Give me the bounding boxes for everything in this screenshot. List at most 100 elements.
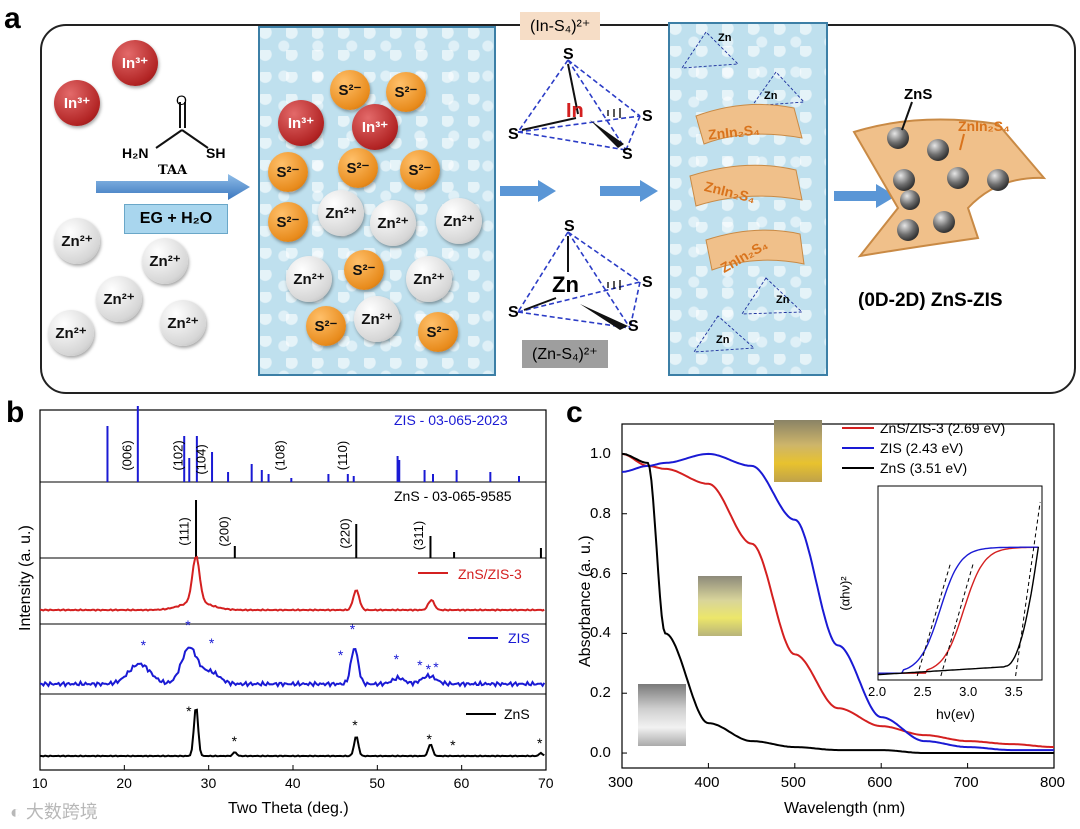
zn-ion: Zn²⁺ — [286, 256, 332, 302]
abs-ytick-label: 0.6 — [590, 564, 611, 582]
panel-b-label: b — [6, 396, 25, 429]
zis-peak-marker: * — [209, 635, 215, 651]
xrd-xtick-label: 20 — [116, 775, 132, 791]
xrd-xtick-label: 40 — [285, 775, 301, 791]
zis-peak-marker: * — [394, 651, 400, 667]
s-atom: S — [622, 146, 633, 163]
zis-peak-marker: * — [141, 637, 147, 653]
znin2s4-label: ZnIn₂S₄ — [958, 118, 1010, 134]
in-complex-title: (In-S₄)²⁺ — [520, 12, 601, 40]
zns-hkl-label: (111) — [176, 517, 192, 546]
taa-oxygen: O — [176, 92, 187, 108]
abs-legend-entry: ZnS (3.51 eV) — [880, 460, 968, 476]
abs-xtick-label: 300 — [608, 774, 634, 791]
vial-photo-zns — [638, 684, 686, 746]
xrd-chart: ***** * * * ***** * * — [39, 406, 547, 771]
inset-frame — [877, 485, 1043, 681]
zn-ion: Zn²⁺ — [54, 218, 100, 264]
watermark-icon: ◐ — [10, 802, 26, 822]
absorbance-chart — [621, 423, 1055, 769]
zis-ref-label: ZIS - 03-065-2023 — [394, 412, 508, 428]
zn-ion: Zn²⁺ — [96, 276, 142, 322]
zis-hkl-label: (102) — [170, 440, 186, 471]
abs-ytick-label: 0.8 — [590, 504, 611, 522]
zn-ion: Zn²⁺ — [370, 200, 416, 246]
s-atom: S — [628, 318, 639, 335]
xrd-xtick-label: 30 — [200, 775, 217, 791]
in-ion: In³⁺ — [112, 40, 158, 86]
zns-pattern — [39, 708, 545, 758]
abs-xlabel: Wavelength (nm) — [784, 800, 906, 817]
reaction-arrow — [96, 174, 250, 200]
zns-peak-marker: * — [426, 731, 432, 747]
xrd-xlabel: Two Theta (deg.) — [228, 800, 349, 817]
zis-peak-marker: * — [426, 661, 432, 677]
abs-ytick-label: 0.0 — [590, 744, 611, 762]
taa-thiol: SH — [206, 145, 226, 161]
zns-label: ZnS — [904, 86, 933, 103]
xrd-frame — [39, 409, 547, 771]
zis-curve — [621, 452, 1054, 752]
zns-peak-marker: * — [450, 737, 456, 753]
abs-xtick-label: 800 — [1040, 774, 1066, 791]
s-atom: S — [508, 304, 519, 321]
inset-xtick-label: 2.0 — [868, 684, 887, 699]
zn-ion: Zn²⁺ — [318, 190, 364, 236]
legend-zis: ZIS — [508, 630, 530, 646]
abs-xtick-label: 400 — [694, 774, 720, 791]
zn-atom: Zn — [718, 32, 732, 44]
zns-hkl-label: (311) — [411, 520, 427, 551]
in-ion: In³⁺ — [352, 104, 398, 150]
zn-s4-tetrahedron — [517, 231, 641, 330]
zn-ion: Zn²⁺ — [406, 256, 452, 302]
abs-legend-entry: ZIS (2.43 eV) — [880, 440, 964, 456]
arrow-in-complex — [500, 180, 658, 202]
in-s4-tetrahedron — [517, 59, 641, 151]
zis-hkl-label: (006) — [119, 440, 135, 471]
abs-frame — [621, 423, 1055, 769]
zns-peak-marker: * — [352, 717, 358, 733]
zn-ion: Zn²⁺ — [142, 238, 188, 284]
nanosheet-illustration — [681, 31, 805, 353]
s-ion: S²⁻ — [418, 312, 458, 352]
in-ion: In³⁺ — [54, 80, 100, 126]
inset-zns-curve — [877, 546, 1040, 676]
taa-amine: H₂N — [122, 145, 149, 161]
product-title: (0D-2D) ZnS-ZIS — [858, 290, 1003, 311]
inset-xtick-label: 3.0 — [959, 684, 978, 699]
zn-ion: Zn²⁺ — [160, 300, 206, 346]
zis-pattern — [39, 646, 546, 689]
zns-zis-heterostructure — [852, 101, 1047, 258]
xrd-xtick-label: 10 — [32, 775, 48, 791]
composite-curve — [621, 452, 1055, 749]
xrd-xtick-label: 50 — [369, 775, 385, 791]
s-ion: S²⁻ — [338, 148, 378, 188]
zn-ion: Zn²⁺ — [48, 310, 94, 356]
abs-ytick-label: 0.4 — [590, 624, 611, 642]
vial-photo-composite — [774, 420, 822, 482]
taa-name: TAA — [158, 163, 188, 178]
inset-ylabel: (αhν)² — [837, 576, 853, 611]
zns-peak-marker: * — [186, 703, 192, 719]
abs-xtick-label: 600 — [867, 774, 893, 791]
vial-photo-zis — [698, 576, 742, 636]
zis-peak-marker: * — [338, 647, 344, 663]
zn-complex-title: (Zn-S₄)²⁺ — [522, 340, 608, 368]
zn-atom: Zn — [764, 90, 778, 102]
arrow-product — [834, 184, 896, 208]
legend-composite: ZnS/ZIS-3 — [458, 566, 522, 582]
inset-tangent — [916, 561, 952, 677]
abs-xtick-label: 500 — [780, 774, 806, 791]
xrd-ylabel: Intensity (a. u.) — [17, 525, 34, 631]
composite-pattern — [40, 555, 545, 612]
zis-peak-marker: * — [350, 621, 356, 637]
s-ion: S²⁻ — [400, 150, 440, 190]
s-ion: S²⁻ — [268, 152, 308, 192]
xrd-xtick-label: 70 — [538, 775, 554, 791]
zns-peak-marker: * — [537, 735, 543, 751]
s-ion: S²⁻ — [344, 250, 384, 290]
xrd-xtick-label: 60 — [453, 775, 470, 791]
panel-c-label: c — [566, 396, 583, 429]
zis-peak-marker: * — [433, 659, 439, 675]
solvent-label: EG + H₂O — [124, 204, 228, 234]
